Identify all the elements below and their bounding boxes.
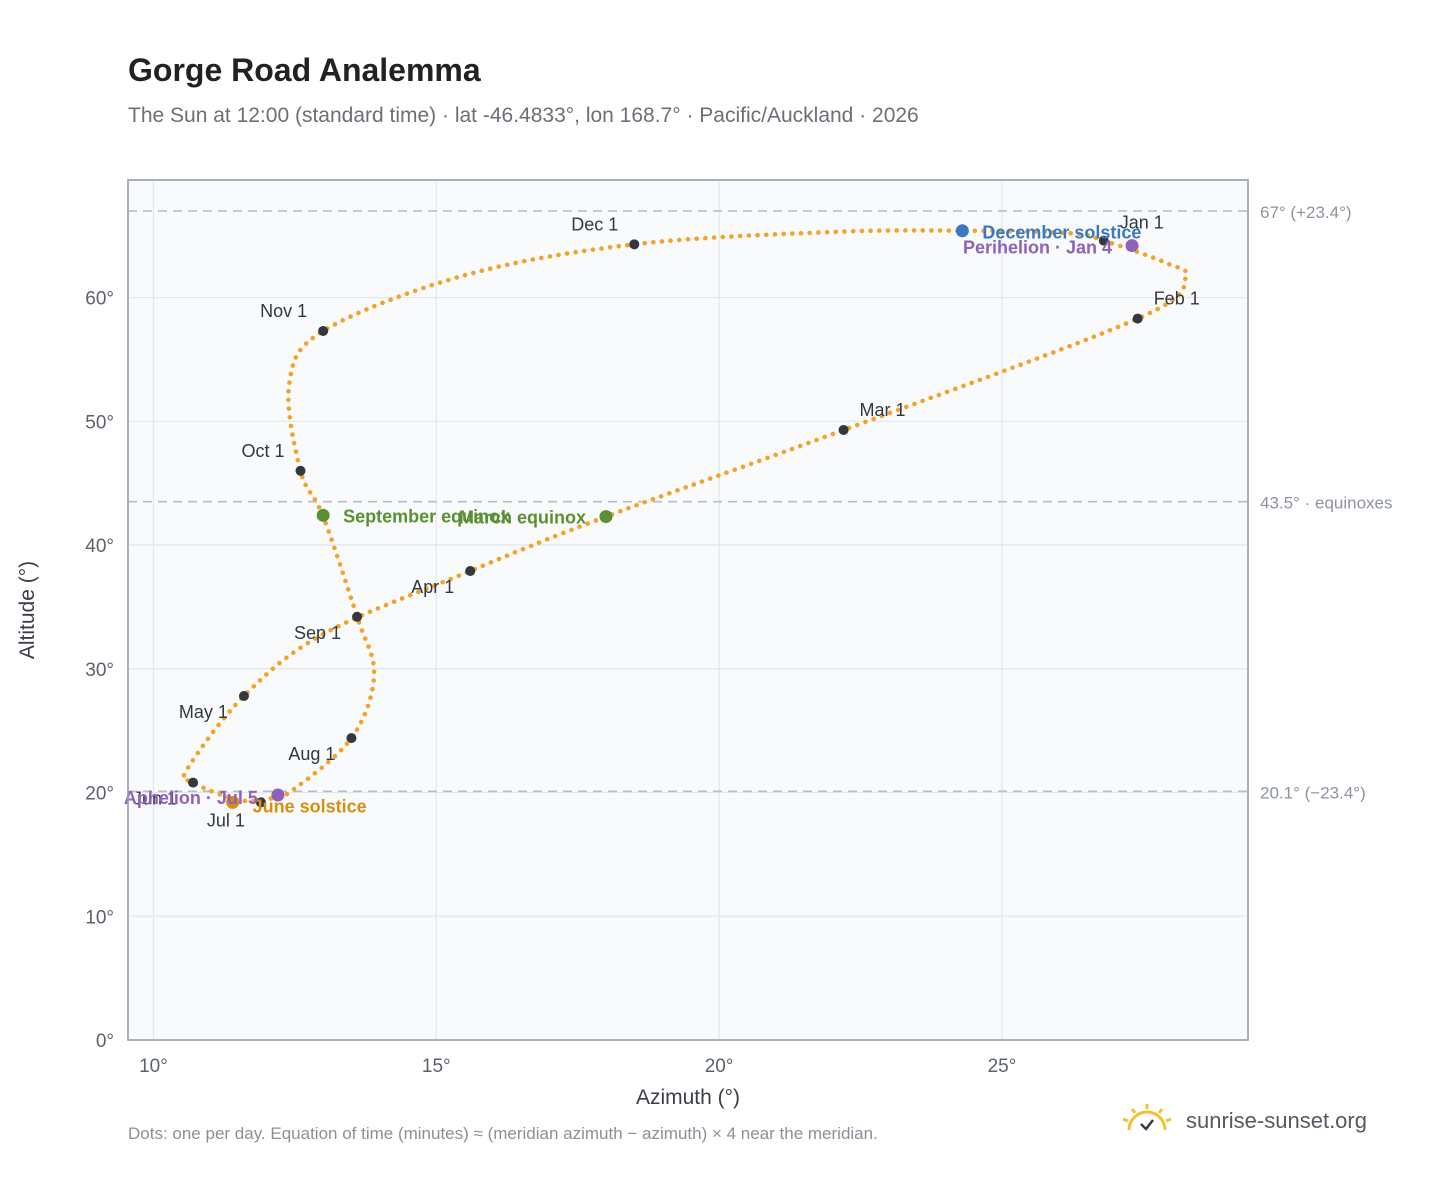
reference-line-label: 67° (+23.4°) <box>1260 203 1352 222</box>
event-marker-label: Aphelion · Jul 5 <box>124 788 258 808</box>
event-marker-dot <box>316 508 330 522</box>
footnote: Dots: one per day. Equation of time (min… <box>128 1124 878 1143</box>
month-marker-dot <box>629 239 640 250</box>
month-marker-label: Feb 1 <box>1154 289 1200 309</box>
page-subtitle: The Sun at 12:00 (standard time) · lat -… <box>128 104 919 127</box>
x-axis-title: Azimuth (°) <box>636 1086 740 1109</box>
month-marker-label: Jul 1 <box>207 810 245 830</box>
month-marker-dot <box>1132 313 1143 324</box>
month-marker-dot <box>295 465 306 476</box>
event-marker-dot <box>599 510 613 524</box>
month-marker-dot <box>465 566 476 577</box>
month-marker-label: May 1 <box>179 702 228 722</box>
event-marker-label: December solstice <box>982 223 1141 243</box>
y-tick-label: 0° <box>96 1031 114 1052</box>
page-title: Gorge Road Analemma <box>128 52 481 88</box>
month-marker-dot <box>318 325 329 336</box>
y-axis-title: Altitude (°) <box>16 561 39 659</box>
y-tick-label: 50° <box>85 412 114 433</box>
event-marker-label: June solstice <box>253 796 367 816</box>
month-marker-label: Jun 1 <box>133 789 177 809</box>
month-marker-label: Aug 1 <box>288 744 335 764</box>
reference-line-label: 43.5° · equinoxes <box>1260 494 1393 513</box>
month-marker-dot <box>188 777 199 788</box>
month-marker-dot <box>838 424 849 435</box>
month-marker-label: Mar 1 <box>860 400 906 420</box>
event-marker-label: Perihelion · Jan 4 <box>963 238 1112 258</box>
axes: 10° 15° 20° 25° 0° 10° 20° 30° 40° 50° 60° Azimuth … <box>16 289 1016 1109</box>
month-marker-dot <box>352 611 363 622</box>
y-tick-label: 40° <box>85 536 114 557</box>
month-marker-label: Jan 1 <box>1120 213 1164 233</box>
x-tick-label: 15° <box>422 1056 451 1077</box>
month-marker-label: Nov 1 <box>260 301 307 321</box>
month-marker-label: Sep 1 <box>294 623 341 643</box>
y-tick-label: 30° <box>85 660 114 681</box>
month-marker-dot <box>346 733 357 744</box>
month-marker-dot <box>238 691 249 701</box>
x-tick-label: 20° <box>705 1056 734 1077</box>
brand[interactable]: sunrise-sunset.org <box>1120 1102 1367 1139</box>
plot-frame <box>127 179 1249 1041</box>
month-marker-label: Dec 1 <box>571 214 618 234</box>
event-marker-dot <box>955 224 969 238</box>
reference-line-label: 20.1° (−23.4°) <box>1260 783 1366 802</box>
event-marker-dot <box>271 788 285 802</box>
x-tick-label: 25° <box>988 1056 1017 1077</box>
event-marker-dot <box>1125 239 1139 253</box>
month-marker-label: Apr 1 <box>411 577 454 597</box>
sun-logo-icon <box>1120 1102 1174 1139</box>
x-tick-label: 10° <box>139 1056 168 1077</box>
y-tick-label: 10° <box>85 907 114 928</box>
event-marker-label: March equinox <box>459 508 586 528</box>
event-marker-label: September equinox <box>343 506 510 526</box>
month-marker-label: Oct 1 <box>242 441 285 461</box>
brand-name: sunrise-sunset.org <box>1186 1107 1367 1133</box>
month-marker-dot <box>1098 235 1109 246</box>
month-marker-dot <box>255 797 266 808</box>
plot-area <box>127 179 1249 1041</box>
month-markers: Jan 1 Feb 1 Mar 1 Apr 1 May 1 Jun 1 Jul 1 Aug 1… <box>133 213 1200 831</box>
y-tick-label: 20° <box>85 784 114 805</box>
y-tick-label: 60° <box>85 289 114 310</box>
event-marker-dot <box>226 795 240 809</box>
